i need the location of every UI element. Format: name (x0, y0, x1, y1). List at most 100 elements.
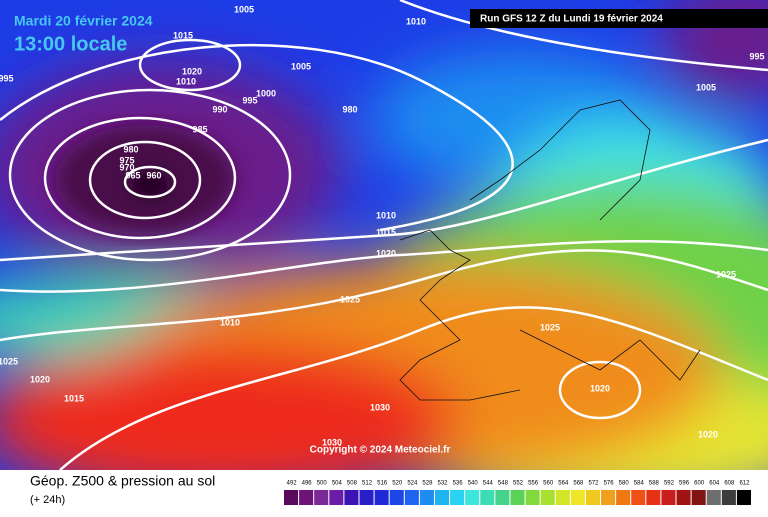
isobar-label: 1020 (698, 429, 718, 439)
colorbar-swatch (480, 490, 495, 505)
run-box (470, 9, 768, 28)
colorbar-label: 568 (573, 481, 584, 487)
colorbar-label: 524 (407, 481, 418, 487)
colorbar-label: 608 (724, 481, 735, 487)
colorbar-swatch (661, 490, 676, 505)
colorbar-label: 548 (498, 481, 509, 487)
isobar-label: 1015 (64, 393, 84, 403)
colorbar-swatch (601, 490, 616, 505)
colorbar-label: 600 (694, 481, 705, 487)
colorbar-swatch (646, 490, 661, 505)
footer-lead: (+ 24h) (30, 494, 65, 506)
isobar-label: 1010 (406, 16, 426, 26)
colorbar-swatch (434, 490, 450, 505)
colorbar-swatch (555, 490, 570, 505)
colorbar-swatch (450, 490, 465, 505)
colorbar-swatch (691, 490, 706, 505)
colorbar-swatch (404, 490, 419, 505)
colorbar-swatch (616, 490, 631, 505)
isobar-label: 985 (192, 124, 207, 134)
colorbar-label: 512 (362, 481, 373, 487)
date-label: Mardi 20 février 2024 (14, 13, 153, 29)
colorbar-swatch (736, 490, 751, 505)
colorbar-swatch (721, 490, 736, 505)
isobar-label: 960 (146, 170, 161, 180)
colorbar: 492 496 500 504 508 512 516 520 524 528 532 536 540 5… (284, 481, 751, 505)
isobar-label: 1020 (30, 374, 50, 384)
colorbar-label: 500 (317, 481, 328, 487)
colorbar-label: 552 (513, 481, 524, 487)
colorbar-swatch (585, 490, 601, 505)
isobar-label: 975 (119, 155, 134, 165)
colorbar-label: 564 (558, 481, 569, 487)
colorbar-swatch (525, 490, 540, 505)
colorbar-swatch (676, 490, 691, 505)
isobar-label: 990 (212, 104, 227, 114)
colorbar-swatch (631, 490, 646, 505)
colorbar-label: 508 (347, 481, 358, 487)
isobar-label: 1025 (0, 356, 18, 366)
run-label: Run GFS 12 Z du Lundi 19 février 2024 (480, 14, 663, 25)
colorbar-swatch (359, 490, 374, 505)
isobar-label: 970 (119, 162, 134, 172)
isobar-label: 995 (0, 73, 14, 83)
colorbar-swatch (465, 490, 480, 505)
isobar-label: 1030 (370, 402, 390, 412)
colorbar-swatch (299, 490, 314, 505)
colorbar-label: 560 (543, 481, 554, 487)
isobar-label: 1010 (220, 317, 240, 327)
colorbar-label: 520 (392, 481, 403, 487)
isobar-label: 995 (242, 95, 257, 105)
colorbar-swatch (329, 490, 344, 505)
isobar-label: 1000 (256, 88, 276, 98)
isobar-label: 1020 (182, 66, 202, 76)
colorbar-label: 612 (739, 481, 750, 487)
colorbar-label: 516 (377, 481, 388, 487)
colorbar-label: 544 (483, 481, 494, 487)
colorbar-label: 596 (679, 481, 690, 487)
colorbar-label: 496 (302, 481, 313, 487)
colorbar-label: 540 (468, 481, 479, 487)
colorbar-swatch (510, 490, 525, 505)
colorbar-swatch (314, 490, 329, 505)
colorbar-swatch (374, 490, 389, 505)
isobar-label: 980 (342, 104, 357, 114)
coastlines (399, 99, 701, 401)
colorbar-label: 556 (528, 481, 539, 487)
colorbar-swatch (706, 490, 721, 505)
colorbar-label: 576 (604, 481, 615, 487)
isobar-label: 1010 (376, 210, 396, 220)
colorbar-swatch (419, 490, 434, 505)
colorbar-label: 604 (709, 481, 720, 487)
colorbar-label: 584 (634, 481, 645, 487)
isobar-label: 1005 (696, 82, 716, 92)
colorbar-swatch (389, 490, 404, 505)
colorbar-label: 536 (453, 481, 464, 487)
isobar-label: 1025 (340, 294, 360, 304)
isobar-label: 1025 (540, 322, 560, 332)
colorbar-swatch (570, 490, 585, 505)
isobar-label: 1020 (376, 248, 396, 258)
isobar-label: 980 (123, 144, 138, 154)
time-label: 13:00 locale (14, 33, 127, 55)
colorbar-label: 588 (649, 481, 660, 487)
colorbar-label: 528 (422, 481, 433, 487)
isobar-label: 995 (749, 51, 764, 61)
colorbar-label: 580 (619, 481, 630, 487)
footer-title: Géop. Z500 & pression au sol (30, 473, 215, 489)
colorbar-label: 504 (332, 481, 343, 487)
isobar-label: 1030 (322, 437, 342, 447)
colorbar-label: 572 (588, 481, 599, 487)
isobar-label: 1015 (376, 227, 396, 237)
isobar-label: 965 (125, 170, 140, 180)
colorbar-label: 592 (664, 481, 675, 487)
isobar-label: 1020 (590, 383, 610, 393)
colorbar-swatch (495, 490, 510, 505)
isobar-label: 1005 (291, 61, 311, 71)
colorbar-swatch (344, 490, 359, 505)
isobar-label: 1025 (716, 269, 736, 279)
